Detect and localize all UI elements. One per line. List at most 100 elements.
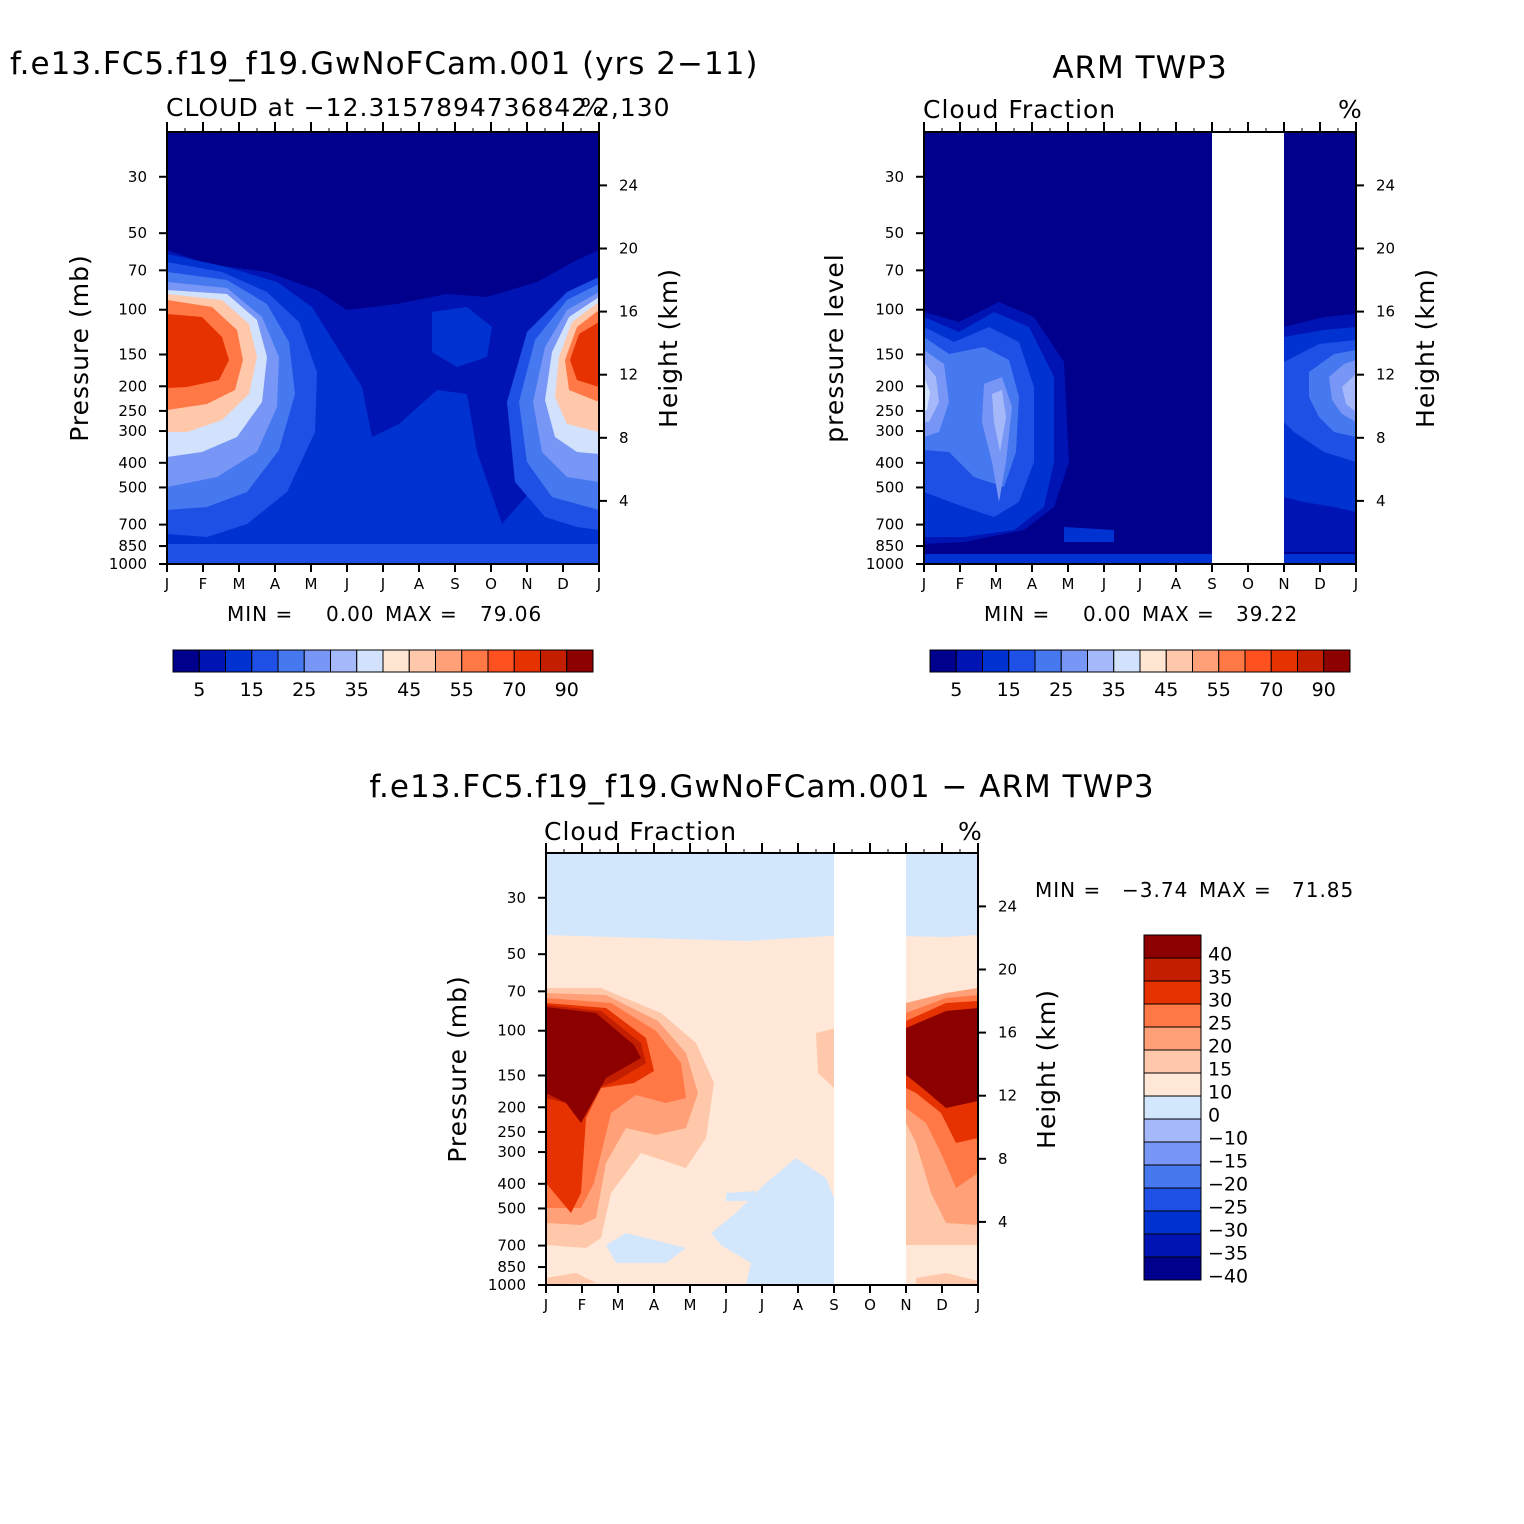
x-tick-label: N bbox=[900, 1296, 911, 1314]
x-tick-label: D bbox=[1314, 575, 1326, 593]
colorbar-box bbox=[1060, 649, 1088, 673]
x-tick-label: M bbox=[684, 1296, 697, 1314]
y-tick-label: 250 bbox=[875, 402, 904, 420]
x-tick-label: M bbox=[305, 575, 318, 593]
y-right-tick-label: 4 bbox=[998, 1213, 1008, 1231]
y-right-tick-label: 16 bbox=[998, 1024, 1017, 1042]
colorbar-box bbox=[1297, 649, 1325, 673]
diff-mid-10 bbox=[816, 1028, 836, 1088]
x-tick-label: J bbox=[723, 1296, 728, 1314]
colorbar-box bbox=[1218, 649, 1246, 673]
colorbar-label: 35 bbox=[345, 679, 369, 701]
colorbar-label: −15 bbox=[1208, 1151, 1248, 1173]
colorbar-label: 10 bbox=[1208, 1082, 1232, 1104]
colorbar-label: 35 bbox=[1208, 967, 1232, 989]
colorbar-box bbox=[330, 649, 358, 673]
x-tick-label: O bbox=[864, 1296, 876, 1314]
y-tick-label: 400 bbox=[875, 454, 904, 472]
colorbar-label: −20 bbox=[1208, 1174, 1248, 1196]
colorbar-label: 70 bbox=[502, 679, 526, 701]
x-tick-label: D bbox=[936, 1296, 948, 1314]
y-tick-label: 1000 bbox=[109, 555, 147, 573]
colorbar-box bbox=[540, 649, 568, 673]
obs-surface-band bbox=[924, 554, 1356, 564]
model-lowlevel-band bbox=[312, 534, 497, 544]
colorbar-label: 15 bbox=[240, 679, 264, 701]
x-tick-label: J bbox=[164, 575, 169, 593]
obs-ylabel-right: Height (km) bbox=[1411, 268, 1440, 428]
diff-title: f.e13.FC5.f19_f19.GwNoFCam.001 − ARM TWP… bbox=[369, 769, 1154, 805]
y-tick-label: 500 bbox=[118, 478, 147, 496]
model-contour-9b bbox=[570, 322, 599, 387]
model-axes: J F M A M J J A S O N D J 30 50 70 100 150 200 250 300 400 500… bbox=[109, 122, 638, 593]
colorbar-box bbox=[1143, 1187, 1202, 1212]
colorbar-box bbox=[1143, 1141, 1202, 1166]
x-tick-label: O bbox=[485, 575, 497, 593]
x-tick-label: J bbox=[759, 1296, 764, 1314]
y-tick-label: 850 bbox=[497, 1258, 526, 1276]
x-tick-label: M bbox=[1062, 575, 1075, 593]
colorbar-label: 15 bbox=[1208, 1059, 1232, 1081]
y-right-tick-label: 4 bbox=[1376, 492, 1386, 510]
y-tick-label: 300 bbox=[875, 422, 904, 440]
diff-right-string: % bbox=[958, 817, 983, 846]
x-tick-label: N bbox=[521, 575, 532, 593]
colorbar-label: 45 bbox=[1154, 679, 1178, 701]
colorbar-label: 5 bbox=[193, 679, 205, 701]
obs-colorbar: 5 15 25 35 45 55 70 90 bbox=[929, 649, 1351, 701]
colorbar-box bbox=[1143, 1256, 1202, 1281]
colorbar-box bbox=[172, 649, 200, 673]
obs-plot: J F M A M J J A S O N D J 30 50 70 100 150 200 250 300 400 500… bbox=[866, 122, 1395, 593]
model-mid-patch bbox=[432, 307, 492, 367]
colorbar-box bbox=[408, 649, 436, 673]
obs-min-value: 0.00 bbox=[1083, 602, 1132, 626]
y-tick-label: 50 bbox=[128, 224, 147, 242]
colorbar-label: −25 bbox=[1208, 1197, 1248, 1219]
x-tick-label: A bbox=[649, 1296, 660, 1314]
y-tick-label: 850 bbox=[118, 537, 147, 555]
colorbar-label: 5 bbox=[950, 679, 962, 701]
colorbar-box bbox=[1143, 1210, 1202, 1235]
model-contour-9 bbox=[167, 314, 229, 388]
y-tick-label: 500 bbox=[875, 478, 904, 496]
colorbar-box bbox=[277, 649, 305, 673]
colorbar-box bbox=[513, 649, 541, 673]
colorbar-box bbox=[1139, 649, 1167, 673]
colorbar-box bbox=[1192, 649, 1220, 673]
colorbar-box bbox=[1143, 1164, 1202, 1189]
colorbar-label: 40 bbox=[1208, 944, 1232, 966]
colorbar-label: 90 bbox=[555, 679, 579, 701]
x-tick-label: M bbox=[233, 575, 246, 593]
diff-missing-gap bbox=[834, 853, 906, 1285]
x-tick-label: J bbox=[1137, 575, 1142, 593]
model-title: f.e13.FC5.f19_f19.GwNoFCam.001 (yrs 2−11… bbox=[10, 46, 759, 82]
diff-min-value: −3.74 bbox=[1122, 878, 1188, 902]
colorbar-box bbox=[1244, 649, 1272, 673]
y-tick-label: 850 bbox=[875, 537, 904, 555]
obs-contour-6 bbox=[924, 362, 939, 422]
y-tick-label: 300 bbox=[118, 422, 147, 440]
diff-ylabel: Pressure (mb) bbox=[443, 975, 472, 1162]
colorbar-label: 55 bbox=[1207, 679, 1231, 701]
diff-upper-negative bbox=[546, 853, 978, 941]
y-tick-label: 300 bbox=[497, 1143, 526, 1161]
y-tick-label: 50 bbox=[885, 224, 904, 242]
y-tick-label: 150 bbox=[118, 346, 147, 364]
y-right-tick-label: 12 bbox=[619, 366, 638, 384]
model-ylabel-right: Height (km) bbox=[654, 268, 683, 428]
y-tick-label: 30 bbox=[128, 168, 147, 186]
model-max-label: MAX = bbox=[385, 602, 458, 626]
diff-ylabel-right: Height (km) bbox=[1032, 989, 1061, 1149]
obs-contour-7 bbox=[924, 377, 930, 412]
colorbar-box bbox=[435, 649, 463, 673]
y-tick-label: 200 bbox=[497, 1098, 526, 1116]
model-extra-string: 2,130 bbox=[594, 93, 671, 122]
diff-max-value: 71.85 bbox=[1292, 878, 1354, 902]
colorbar-box bbox=[487, 649, 515, 673]
colorbar-box bbox=[382, 649, 410, 673]
y-tick-label: 700 bbox=[118, 516, 147, 534]
y-right-tick-label: 16 bbox=[619, 303, 638, 321]
colorbar-box bbox=[1165, 649, 1193, 673]
colorbar-box bbox=[1323, 649, 1351, 673]
